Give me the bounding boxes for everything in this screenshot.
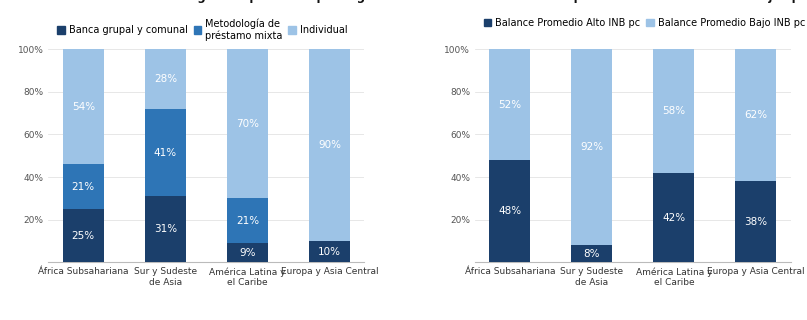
Bar (489, 160, 530, 262)
Text: 8%: 8% (583, 249, 600, 259)
Bar (144, 109, 186, 196)
Text: 31%: 31% (154, 224, 177, 234)
Legend: Banca grupal y comunal, Metodología de
préstamo mixta, Individual: Banca grupal y comunal, Metodología de p… (53, 14, 352, 44)
Bar (309, 241, 350, 262)
Bar (735, 181, 776, 262)
Bar (63, 209, 104, 262)
Bar (227, 49, 268, 198)
Bar (63, 49, 104, 164)
Text: 25%: 25% (72, 231, 95, 241)
Bar (227, 198, 268, 243)
Text: 70%: 70% (236, 119, 259, 129)
Text: % Conteo de metodologías de préstamo por región: % Conteo de metodologías de préstamo por… (48, 0, 386, 3)
Bar (144, 196, 186, 262)
Text: 21%: 21% (236, 216, 259, 226)
Bar (735, 49, 776, 181)
Text: 41%: 41% (154, 148, 177, 157)
Text: 58%: 58% (663, 106, 685, 116)
Bar (571, 245, 613, 262)
Text: 90%: 90% (318, 140, 341, 150)
Text: 54%: 54% (72, 102, 95, 112)
Text: 92%: 92% (580, 142, 604, 152)
Text: % Tamaños de préstamo más altos o más bajos por región: % Tamaños de préstamo más altos o más ba… (475, 0, 807, 3)
Bar (654, 173, 695, 262)
Text: 10%: 10% (318, 247, 341, 257)
Text: 52%: 52% (498, 100, 521, 109)
Text: 9%: 9% (239, 248, 256, 258)
Bar (227, 243, 268, 262)
Text: 42%: 42% (663, 212, 685, 223)
Bar (571, 49, 613, 245)
Bar (63, 164, 104, 209)
Bar (654, 49, 695, 173)
Text: 21%: 21% (72, 182, 95, 192)
Text: 62%: 62% (744, 110, 767, 120)
Text: 38%: 38% (744, 217, 767, 227)
Bar (489, 49, 530, 160)
Bar (309, 49, 350, 241)
Text: 28%: 28% (154, 74, 177, 84)
Bar (144, 49, 186, 109)
Legend: Balance Promedio Alto INB pc, Balance Promedio Bajo INB pc: Balance Promedio Alto INB pc, Balance Pr… (480, 14, 807, 32)
Text: 48%: 48% (498, 206, 521, 216)
